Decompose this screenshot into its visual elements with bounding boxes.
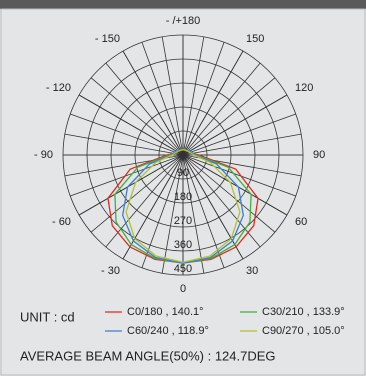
angle-tick-label: 90 (313, 149, 325, 161)
spoke (90, 154, 184, 233)
spoke (141, 42, 184, 156)
labels: 90 180 270 360 450 0 30 60 90 120 150 - /+180 - 150 -… (34, 15, 325, 295)
r-tick-label: 180 (174, 191, 192, 203)
angle-tick-label: 60 (295, 216, 307, 228)
spoke (141, 154, 184, 268)
intensity-curve (125, 149, 241, 263)
spoke (182, 154, 276, 233)
spoke (182, 154, 261, 248)
legend: C0/180 , 140.1° C30/210 , 133.9° C60/240 ,… (105, 306, 345, 337)
r-tick-label: 450 (174, 263, 192, 275)
spoke (105, 62, 184, 156)
angle-grid-line (182, 154, 288, 216)
angle-tick-label: - 150 (95, 33, 120, 45)
spoke (90, 77, 184, 156)
angle-grid-line (78, 94, 184, 156)
angle-tick-label: 30 (246, 265, 258, 277)
angle-tick-label: - 120 (46, 82, 71, 94)
angle-grid-line (182, 50, 244, 156)
angle-grid-line (122, 154, 184, 260)
top-band (0, 0, 366, 9)
angle-tick-label: 120 (295, 82, 313, 94)
legend-label: C30/210 , 133.9° (262, 306, 345, 318)
angle-grid-line (182, 94, 288, 156)
spoke (182, 133, 302, 156)
spoke (70, 113, 184, 156)
annotation: AVERAGE BEAM ANGLE(50%) : 124.7DEG (20, 348, 276, 363)
angle-tick-label: - 60 (52, 216, 71, 228)
spoke (182, 77, 276, 156)
angle-tick-label: 0 (180, 283, 186, 295)
angle-tick-label: - /+180 (166, 15, 201, 27)
legend-label: C60/240 , 118.9° (127, 325, 209, 337)
r-tick-label: 270 (174, 215, 192, 227)
spoke (182, 42, 225, 156)
angle-grid-line (78, 154, 184, 216)
angle-tick-label: 150 (246, 33, 264, 45)
spoke (182, 36, 205, 156)
r-tick-label: 90 (177, 167, 189, 179)
spoke (105, 154, 184, 248)
spoke (182, 62, 261, 156)
spoke (182, 113, 296, 156)
spoke (182, 154, 225, 268)
angle-tick-label: - 90 (34, 149, 53, 161)
curves (107, 149, 259, 264)
angle-tick-label: - 30 (101, 265, 120, 277)
r-tick-label: 360 (174, 239, 192, 251)
spoke (182, 154, 296, 197)
angle-grid-line (122, 50, 184, 156)
legend-label: C0/180 , 140.1° (127, 306, 204, 318)
unit-label: UNIT : cd (20, 309, 75, 324)
spoke (182, 154, 205, 274)
legend-label: C90/270 , 105.0° (262, 325, 345, 337)
spoke (70, 154, 184, 197)
spoke (64, 133, 184, 156)
spoke (161, 36, 184, 156)
panel-border (0, 8, 366, 376)
spoke (161, 154, 184, 274)
intensity-curve (121, 149, 245, 264)
angle-grid-line (182, 154, 244, 260)
